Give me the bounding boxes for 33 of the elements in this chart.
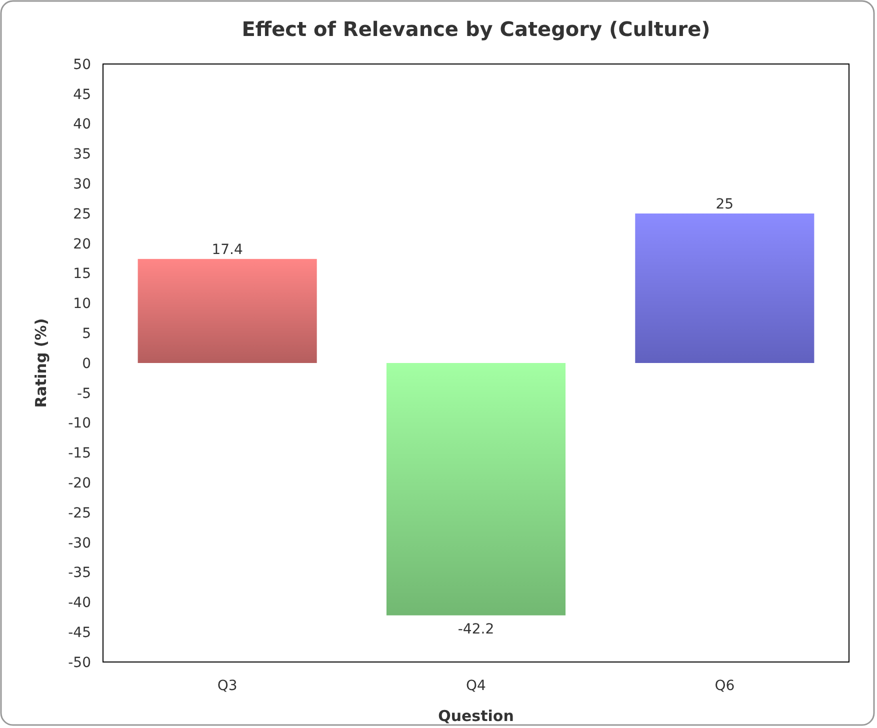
bar — [138, 258, 317, 363]
bar — [635, 214, 814, 363]
y-tick-label: -50 — [68, 654, 91, 671]
y-tick-label: 45 — [73, 86, 91, 103]
y-tick-label: -45 — [68, 625, 91, 641]
y-tick-label: 20 — [73, 236, 91, 252]
y-tick-label: 35 — [73, 146, 91, 163]
y-tick-label: -5 — [77, 386, 91, 402]
x-tick-label: Q4 — [466, 678, 486, 694]
x-tick-label: Q3 — [217, 678, 238, 694]
y-tick-label: -15 — [68, 446, 91, 462]
y-tick-label: 10 — [73, 296, 91, 312]
y-tick-label: 30 — [73, 176, 91, 192]
data-label: 17.4 — [212, 242, 244, 258]
y-axis-title: Rating (%) — [32, 318, 50, 408]
data-label: -42.2 — [458, 621, 494, 638]
y-tick-label: 0 — [82, 356, 91, 372]
x-axis-title: Question — [438, 707, 514, 725]
y-tick-label: 15 — [73, 266, 91, 282]
y-tick-label: 25 — [73, 206, 91, 222]
y-tick-label: 50 — [73, 56, 91, 73]
y-tick-label: 5 — [82, 326, 91, 342]
chart-title: Effect of Relevance by Category (Culture) — [242, 17, 710, 41]
data-label: 25 — [716, 196, 734, 212]
y-tick-label: -30 — [68, 535, 91, 552]
x-tick-label: Q6 — [714, 678, 735, 694]
y-tick-label: -25 — [68, 505, 91, 522]
bar — [386, 363, 566, 616]
y-tick-label: -10 — [68, 416, 91, 432]
y-tick-label: -35 — [68, 565, 91, 582]
y-tick-label: -40 — [68, 595, 91, 612]
y-tick-label: 40 — [73, 116, 91, 133]
y-tick-label: -20 — [68, 476, 91, 492]
